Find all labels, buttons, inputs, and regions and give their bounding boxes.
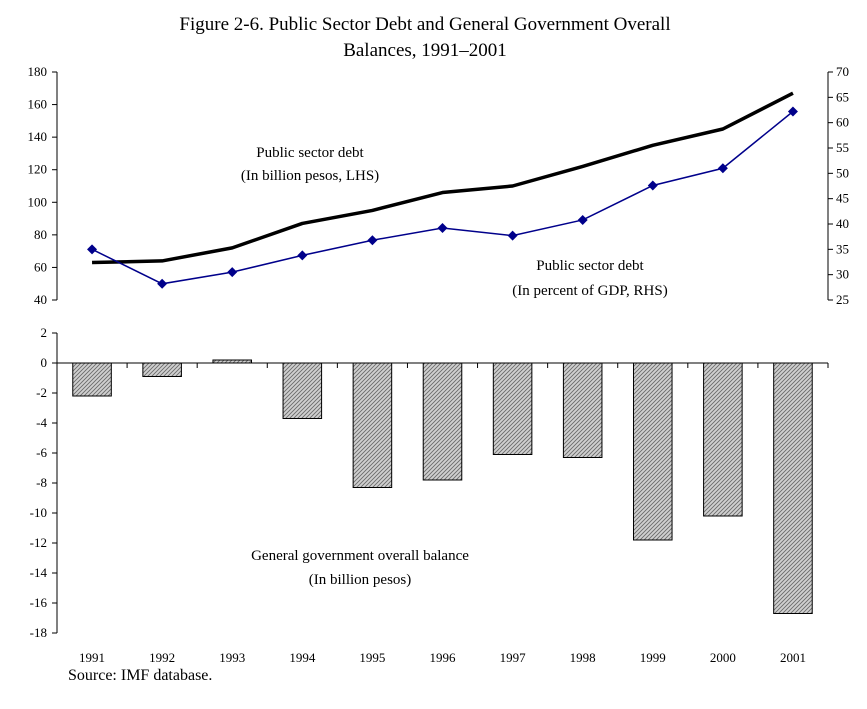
year-tick-label: 1993 — [219, 650, 245, 665]
bar-axis-tick-label: 2 — [41, 325, 48, 340]
debt-line-chart: 40 60 80 100 120 140 160 180 25 30 35 40 45 50 55 60 65 7… — [28, 64, 850, 307]
right-axis-tick-label: 40 — [836, 216, 849, 231]
chart-title-line-1: Figure 2-6. Public Sector Debt and Gener… — [179, 14, 671, 35]
debt-gdp-marker — [577, 214, 588, 225]
bar-axis-tick-label: -2 — [36, 385, 47, 400]
right-axis-tick-label: 30 — [836, 267, 849, 282]
annotation-balance-line1: General government overall balance — [251, 548, 469, 564]
balance-bar — [352, 362, 393, 488]
year-tick-label: 2001 — [780, 650, 806, 665]
chart-title: Figure 2-6. Public Sector Debt and Gener… — [100, 12, 750, 64]
left-axis-tick-label: 120 — [28, 162, 48, 177]
balance-bar — [142, 362, 182, 377]
annotation-debt-pesos-line1: Public sector debt — [256, 145, 364, 161]
right-axis-tick-label: 45 — [836, 191, 849, 206]
balance-bar — [703, 362, 743, 517]
balance-bar — [492, 362, 533, 455]
bar-axis-tick-label: -6 — [36, 445, 47, 460]
debt-gdp-marker — [507, 230, 518, 241]
debt-gdp-marker — [227, 267, 238, 278]
left-axis-tick-label: 180 — [28, 64, 48, 79]
left-axis-tick-label: 160 — [28, 97, 48, 112]
bar-axis-tick-label: -16 — [30, 595, 48, 610]
balance-bar — [72, 362, 112, 397]
bar-axis-tick-label: -18 — [30, 625, 47, 640]
balance-bar — [422, 362, 463, 481]
bar-axis-tick-label: -12 — [30, 535, 47, 550]
bar-axis-tick-label: -4 — [36, 415, 47, 430]
right-axis-tick-label: 65 — [836, 89, 849, 104]
year-tick-label: 1997 — [500, 650, 527, 665]
left-axis-tick-label: 140 — [28, 129, 48, 144]
left-axis-tick-label: 60 — [34, 259, 47, 274]
year-tick-label: 1992 — [149, 650, 175, 665]
year-tick-label: 1999 — [640, 650, 666, 665]
source-note: Source: IMF database. — [68, 667, 213, 684]
debt-gdp-marker — [787, 106, 798, 117]
bar-axis-tick-label: 0 — [41, 355, 48, 370]
debt-gdp-marker — [157, 278, 168, 289]
bar-axis-tick-label: -10 — [30, 505, 47, 520]
left-axis-tick-label: 80 — [34, 227, 47, 242]
right-axis-tick-label: 60 — [836, 115, 849, 130]
left-axis-tick-label: 100 — [28, 194, 48, 209]
debt-gdp-marker — [367, 235, 378, 246]
debt-gdp-marker — [717, 163, 728, 174]
year-tick-label: 1994 — [289, 650, 316, 665]
debt-gdp-marker — [437, 223, 448, 234]
annotation-debt-pesos-line2: (In billion pesos, LHS) — [241, 168, 379, 184]
balance-bar — [282, 362, 323, 419]
balance-bar — [212, 359, 253, 364]
year-tick-label: 1996 — [430, 650, 457, 665]
chart-title-line-2: Balances, 1991–2001 — [343, 40, 507, 61]
balance-bar — [632, 362, 673, 541]
right-axis-tick-label: 70 — [836, 64, 849, 79]
right-axis-tick-label: 25 — [836, 292, 849, 307]
year-tick-label: 1998 — [570, 650, 596, 665]
year-tick-label: 1991 — [79, 650, 105, 665]
annotation-debt-gdp-line1: Public sector debt — [536, 258, 644, 274]
series-line-debt-pesos — [92, 91, 794, 265]
balance-bar — [773, 362, 813, 614]
annotation-balance-line2: (In billion pesos) — [309, 572, 412, 588]
balance-bar-chart: 2 0 -2 -4 -6 -8 -10 -12 -14 -16 -18 1991 1992 1993 199… — [30, 325, 829, 665]
annotation-debt-gdp-line2: (In percent of GDP, RHS) — [512, 283, 667, 299]
year-tick-label: 2000 — [710, 650, 736, 665]
left-axis-tick-label: 40 — [34, 292, 47, 307]
bar-axis-tick-label: -8 — [36, 475, 47, 490]
right-axis-tick-label: 50 — [836, 165, 849, 180]
debt-gdp-marker — [297, 250, 308, 261]
debt-gdp-marker — [647, 180, 658, 191]
right-axis-tick-label: 35 — [836, 241, 849, 256]
right-axis-tick-label: 55 — [836, 140, 849, 155]
year-tick-label: 1995 — [359, 650, 385, 665]
balance-bar — [562, 362, 603, 458]
bar-axis-tick-label: -14 — [30, 565, 48, 580]
debt-gdp-marker — [87, 244, 98, 255]
